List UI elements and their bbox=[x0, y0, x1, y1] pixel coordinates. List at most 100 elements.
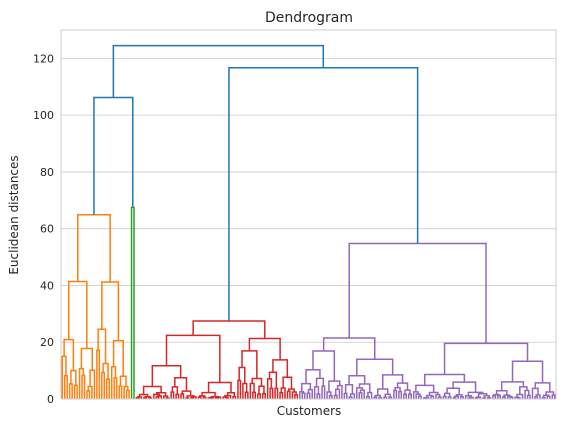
dendrogram-link-4 bbox=[63, 374, 68, 399]
dendrogram-link-36 bbox=[143, 396, 148, 399]
dendrogram-link-26 bbox=[125, 389, 130, 399]
dendrogram-link-185 bbox=[524, 389, 530, 399]
dendrogram-link-11 bbox=[89, 369, 96, 399]
dendrogram-link-108 bbox=[328, 395, 333, 399]
dendrogram-link-21 bbox=[110, 366, 117, 399]
dendrogram-link-116 bbox=[349, 393, 356, 399]
dendrogram-link-19 bbox=[106, 378, 111, 399]
dendrogram-link-187 bbox=[534, 382, 551, 393]
dendrogram-link-138 bbox=[407, 393, 412, 399]
dendrogram-link-14 bbox=[101, 281, 120, 341]
dendrogram-link-31 bbox=[142, 385, 162, 395]
dendrogram-link-95 bbox=[312, 350, 336, 382]
y-axis-label: Euclidean distances bbox=[7, 155, 21, 274]
dendrogram-link-156 bbox=[447, 396, 452, 399]
dendrogram-link-43 bbox=[165, 397, 170, 399]
dendrogram-link-42 bbox=[162, 395, 169, 399]
dendrogram-link-130 bbox=[383, 396, 388, 399]
dendrogram-link-22 bbox=[113, 377, 118, 399]
dendrogram-link-145 bbox=[428, 391, 439, 396]
dendrogram-link-73 bbox=[242, 382, 248, 399]
dendrogram-link-190 bbox=[534, 396, 539, 399]
dendrogram-link-15 bbox=[97, 328, 107, 364]
dendrogram-link-132 bbox=[396, 382, 409, 391]
dendrogram-link-58 bbox=[202, 396, 207, 399]
dendrogram-link-57 bbox=[197, 396, 202, 399]
dendrogram-link-120 bbox=[359, 389, 365, 399]
dendrogram-link-24 bbox=[118, 385, 123, 399]
dendrogram-link-131 bbox=[388, 396, 393, 399]
dendrogram-link-159 bbox=[452, 397, 457, 399]
dendrogram-link-6 bbox=[68, 383, 73, 399]
dendrogram-link-67 bbox=[224, 396, 229, 399]
dendrogram-link-152 bbox=[452, 381, 477, 393]
dendrogram-link-91 bbox=[291, 391, 297, 399]
dendrogram-link-25 bbox=[123, 385, 129, 399]
dendrogram-link-154 bbox=[443, 392, 451, 398]
dendrogram-link-181 bbox=[519, 386, 528, 395]
dendrogram-link-94 bbox=[322, 337, 376, 360]
dendrogram-link-141 bbox=[415, 384, 435, 393]
dendrogram-link-117 bbox=[348, 396, 353, 399]
dendrogram-link-75 bbox=[251, 377, 263, 387]
dendrogram-link-151 bbox=[437, 396, 442, 399]
dendrogram-link-113 bbox=[348, 375, 366, 385]
dendrogram-link-101 bbox=[306, 392, 311, 399]
dendrogram-link-115 bbox=[343, 392, 348, 399]
dendrogram-link-1 bbox=[67, 280, 88, 349]
dendrogram-link-180 bbox=[509, 396, 514, 399]
dendrogram-link-111 bbox=[333, 394, 338, 399]
dendrogram-link-23 bbox=[119, 375, 127, 387]
dendrogram-link-3 bbox=[61, 355, 67, 399]
dendrogram-link-54 bbox=[207, 381, 232, 393]
dendrogram-link-48 bbox=[181, 390, 192, 396]
dendrogram-link-142 bbox=[412, 391, 419, 399]
dendrogram-link-118 bbox=[358, 383, 371, 393]
dendrogram-link-64 bbox=[227, 391, 235, 397]
dendrogram-link-150 bbox=[435, 393, 441, 399]
dendrogram-link-84 bbox=[269, 387, 274, 399]
dendrogram-link-20 bbox=[112, 339, 124, 377]
y-tick-label-60: 60 bbox=[40, 223, 54, 236]
dendrogram-link-121 bbox=[358, 392, 363, 399]
dendrogram-link-13 bbox=[86, 390, 91, 399]
dendrogram-link-53 bbox=[190, 396, 195, 399]
dendrogram-link-188 bbox=[531, 387, 539, 399]
dendrogram-link-167 bbox=[474, 396, 479, 399]
dendrogram-link-189 bbox=[535, 394, 541, 399]
dendrogram-link-7 bbox=[73, 384, 78, 399]
dendrogram-link-133 bbox=[394, 386, 401, 392]
dendrogram-link-76 bbox=[249, 382, 255, 399]
dendrogram-link-9 bbox=[78, 367, 85, 399]
grid-lines bbox=[61, 57, 556, 400]
dendrogram-link-107 bbox=[326, 391, 332, 399]
dendrogram-link-182 bbox=[516, 393, 524, 399]
dendrogram-link-96 bbox=[305, 369, 321, 384]
dendrogram-link-2 bbox=[63, 338, 75, 371]
dendrogram-link-69 bbox=[248, 337, 281, 360]
dendrogram-link-143 bbox=[415, 393, 421, 399]
dendrogram-link-82 bbox=[268, 371, 278, 389]
dendrogram-link-68 bbox=[232, 395, 237, 399]
dendrogram-link-102 bbox=[315, 377, 325, 387]
dendrogram-link-195 bbox=[551, 394, 556, 399]
y-tick-label-120: 120 bbox=[33, 52, 54, 65]
dendrogram-link-127 bbox=[373, 396, 378, 399]
dendrogram-link-47 bbox=[175, 393, 180, 399]
y-tick-label-40: 40 bbox=[40, 279, 54, 292]
dendrogram-link-51 bbox=[185, 397, 190, 399]
dendrogram-link-157 bbox=[455, 394, 463, 397]
dendrogram-link-105 bbox=[321, 385, 326, 399]
dendrogram-link-49 bbox=[180, 393, 185, 399]
dendrogram-link-140 bbox=[423, 373, 466, 386]
dendrogram-link-5 bbox=[70, 369, 77, 386]
dendrogram-link-135 bbox=[398, 390, 403, 399]
dendrogram-link-114 bbox=[344, 383, 354, 395]
dendrogram-link-169 bbox=[482, 397, 487, 399]
dendrogram-link-85 bbox=[274, 387, 279, 399]
dendrogram-link-70 bbox=[241, 350, 258, 379]
dendrogram-link-10 bbox=[81, 374, 86, 399]
dendrogram-link-74 bbox=[244, 391, 249, 399]
dendrogram-link-17 bbox=[102, 362, 109, 380]
